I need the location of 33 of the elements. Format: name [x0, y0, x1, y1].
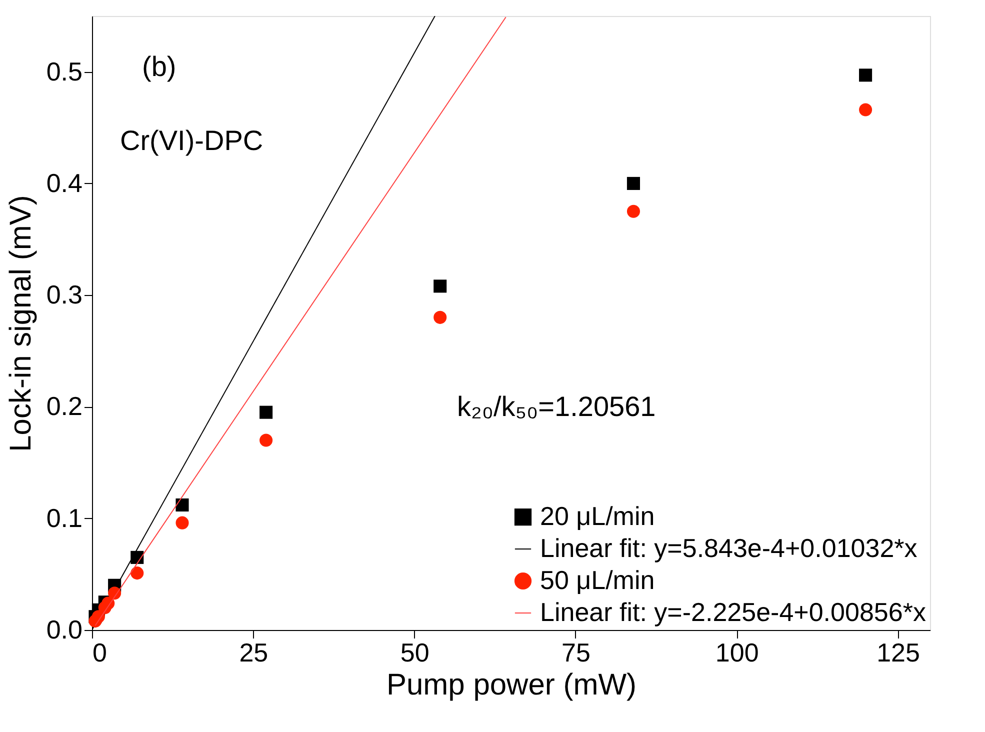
y-tick-label: 0.0	[46, 614, 82, 644]
point	[626, 204, 640, 218]
y-tick-label: 0.1	[46, 502, 82, 533]
x-tick-label: 100	[715, 638, 759, 668]
legend-label: 20 μL/min	[540, 501, 655, 531]
legend-label: Linear fit: y=5.843e-4+0.01032*x	[540, 533, 918, 563]
x-tick-label: 50	[400, 638, 430, 668]
point	[260, 406, 273, 419]
x-tick-label: 125	[876, 638, 920, 668]
annotation: k₂₀/k₅₀=1.20561	[457, 391, 656, 422]
y-tick-label: 0.2	[46, 391, 82, 422]
point	[176, 516, 189, 530]
x-axis-title: Pump power (mW)	[386, 668, 637, 702]
annotation: Cr(VI)-DPC	[120, 125, 264, 156]
point	[108, 586, 122, 600]
point	[176, 498, 189, 512]
point	[260, 434, 273, 447]
y-axis-title: Lock-in signal (mV)	[4, 195, 38, 452]
y-tick-label: 0.4	[46, 168, 82, 198]
annotation: (b)	[142, 51, 176, 82]
y-tick-label: 0.5	[46, 56, 82, 86]
y-tick-label: 0.3	[46, 280, 82, 310]
point	[626, 176, 640, 190]
point	[859, 68, 872, 82]
point	[434, 310, 447, 324]
x-tick-label: 25	[239, 638, 268, 668]
x-tick-label: 75	[562, 638, 590, 668]
point	[130, 566, 144, 580]
legend-label: Linear fit: y=-2.225e-4+0.00856*x	[540, 597, 926, 627]
point	[859, 103, 872, 116]
x-tick-label: 0	[92, 638, 107, 668]
legend-label: 50 μL/min	[540, 565, 655, 595]
point	[434, 280, 447, 293]
